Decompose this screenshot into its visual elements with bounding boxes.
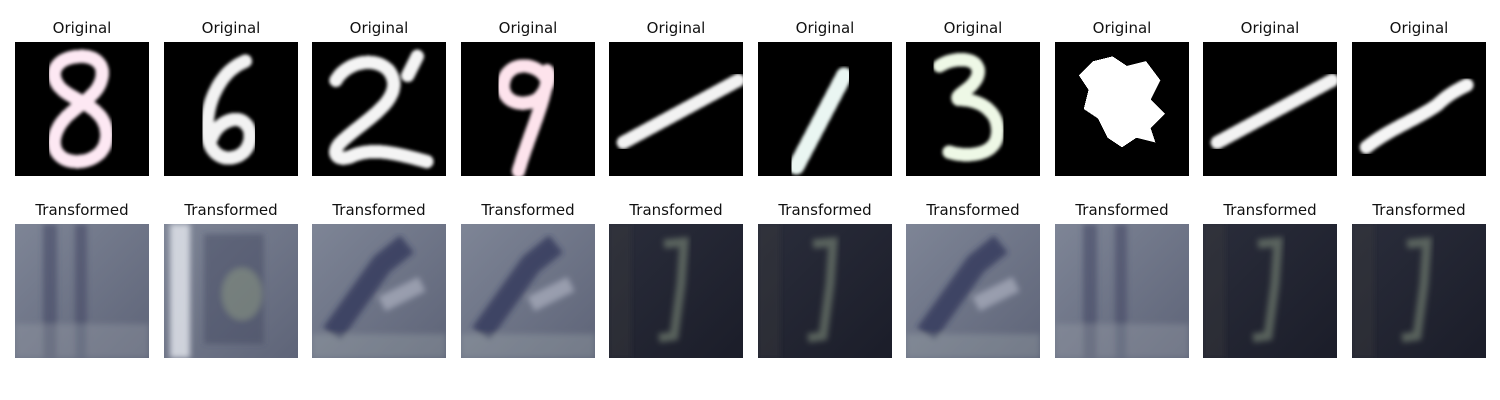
transformed-image [609, 224, 743, 358]
panel-title: Transformed [184, 201, 278, 219]
panel-title: Original [1092, 19, 1152, 37]
original-panel: Original [906, 16, 1040, 176]
original-image [461, 42, 595, 176]
panel-title: Transformed [35, 201, 129, 219]
panel-title: Original [943, 19, 1003, 37]
transformed-image [1203, 224, 1337, 358]
transformed-panel: Transformed [164, 198, 298, 358]
original-panel: Original [15, 16, 149, 176]
panel-title: Original [498, 19, 558, 37]
panel-title: Transformed [1075, 201, 1169, 219]
original-panel: Original [1203, 16, 1337, 176]
transformed-image [312, 224, 446, 358]
transformed-panel: Transformed [15, 198, 149, 358]
transformed-image [758, 224, 892, 358]
transformed-image [461, 224, 595, 358]
original-image [164, 42, 298, 176]
original-image [758, 42, 892, 176]
transformed-image [15, 224, 149, 358]
transformed-panel: Transformed [758, 198, 892, 358]
original-panel: Original [164, 16, 298, 176]
original-image [906, 42, 1040, 176]
original-image [1055, 42, 1189, 176]
panel-title: Transformed [332, 201, 426, 219]
panel-title: Transformed [1372, 201, 1466, 219]
original-image [312, 42, 446, 176]
panel-title: Original [52, 19, 112, 37]
panel-title: Original [201, 19, 261, 37]
panel-title: Original [349, 19, 409, 37]
original-row: Original Original Original Original Original… [0, 16, 1500, 176]
panel-title: Original [1389, 19, 1449, 37]
original-panel: Original [609, 16, 743, 176]
transformed-image [1352, 224, 1486, 358]
original-image [609, 42, 743, 176]
original-panel: Original [1055, 16, 1189, 176]
transformed-image [1055, 224, 1189, 358]
panel-title: Transformed [629, 201, 723, 219]
panel-title: Transformed [1223, 201, 1317, 219]
panel-title: Original [646, 19, 706, 37]
transformed-panel: Transformed [1055, 198, 1189, 358]
transformed-panel: Transformed [906, 198, 1040, 358]
original-panel: Original [312, 16, 446, 176]
original-image [1352, 42, 1486, 176]
transformed-row: Transformed Transformed Transformed Transfo… [0, 198, 1500, 358]
panel-title: Transformed [926, 201, 1020, 219]
original-panel: Original [758, 16, 892, 176]
original-image [1203, 42, 1337, 176]
transformed-panel: Transformed [609, 198, 743, 358]
original-panel: Original [461, 16, 595, 176]
transformed-panel: Transformed [1203, 198, 1337, 358]
transformed-image [906, 224, 1040, 358]
transformed-panel: Transformed [312, 198, 446, 358]
panel-title: Original [1240, 19, 1300, 37]
panel-title: Transformed [778, 201, 872, 219]
panel-title: Transformed [481, 201, 575, 219]
transformed-panel: Transformed [1352, 198, 1486, 358]
original-panel: Original [1352, 16, 1486, 176]
original-image [15, 42, 149, 176]
panel-title: Original [795, 19, 855, 37]
transformed-panel: Transformed [461, 198, 595, 358]
transformed-image [164, 224, 298, 358]
